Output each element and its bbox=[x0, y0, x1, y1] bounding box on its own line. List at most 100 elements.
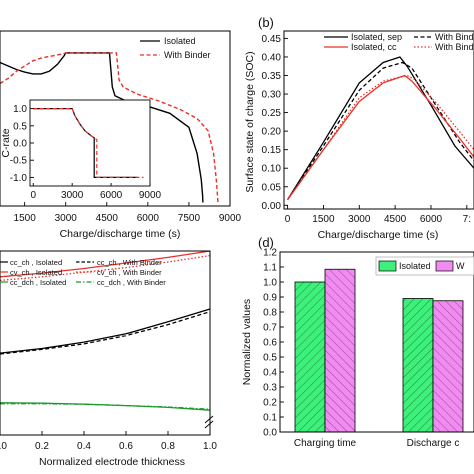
panel-c-xtick-label-0: 0.0 bbox=[0, 441, 7, 452]
panel-a-xtick-label-4: 7500 bbox=[178, 213, 201, 224]
panel-d-ytick-label-3: 0.3 bbox=[263, 383, 277, 394]
bar-1-1 bbox=[432, 300, 464, 433]
panel-b-series-line-2 bbox=[287, 74, 474, 201]
panel-b-frame bbox=[283, 30, 474, 210]
panel-b-ytick-label-3: 0.15 bbox=[262, 145, 282, 156]
panel-a-xtick-label-2: 4500 bbox=[96, 213, 119, 224]
panel-a-xlabel: Charge/discharge time (s) bbox=[60, 228, 181, 240]
panel-b-xtick-label-3: 4500 bbox=[384, 214, 407, 225]
panel-d-ytick-label-7: 0.7 bbox=[263, 323, 277, 334]
panel-a-series-line-0 bbox=[0, 52, 204, 203]
legend-label-with-binder: With Binder bbox=[164, 50, 211, 60]
legend-label-cc-dch-binder: cc_dch , With Binder bbox=[97, 278, 166, 287]
legend-label-with-binder-cc: With Binder bbox=[435, 42, 474, 52]
panel-b-ytick-label-6: 0.30 bbox=[262, 90, 282, 101]
panel-b-ytick-label-7: 0.35 bbox=[262, 71, 282, 82]
panel-b-series-line-3 bbox=[287, 74, 474, 201]
inset-series-line-1 bbox=[33, 107, 144, 178]
panel-a-xtick-label-0: 1500 bbox=[14, 213, 37, 224]
panel-b-xtick-label-0: 0 bbox=[285, 214, 291, 225]
inset-xtick-label-3: 9000 bbox=[139, 190, 162, 201]
panel-d-ytick-label-11: 1.1 bbox=[263, 263, 277, 274]
panel-c: 0.0 0.2 0.4 0.6 0.8 1.0 Normalized electrode … bbox=[0, 250, 217, 468]
legend-label-isolated: Isolated bbox=[164, 36, 196, 46]
panel-c-series-line-0 bbox=[0, 308, 211, 354]
panel-c-series-line-5 bbox=[0, 403, 211, 410]
panel-d-ytick-label-8: 0.8 bbox=[263, 308, 277, 319]
panel-b-xtick-label-2: 3000 bbox=[348, 214, 371, 225]
panel-c-xtick-label-4: 0.8 bbox=[161, 441, 175, 452]
legend-label-cc-ch-isolated: cc_ch , Isolated bbox=[10, 258, 62, 267]
panel-c-series-line-2 bbox=[0, 250, 211, 278]
legend-label-isolated-sep: Isolated, sep bbox=[351, 32, 402, 42]
legend-label-w-bar: W bbox=[456, 261, 465, 271]
panel-d-ytick-label-2: 0.2 bbox=[263, 398, 277, 409]
inset-xtick-label-1: 3000 bbox=[61, 190, 84, 201]
inset-ytick-label-3: 0.5 bbox=[13, 121, 27, 132]
panel-c-series-line-3 bbox=[0, 254, 211, 282]
panel-d-ytick-label-0: 0.0 bbox=[263, 428, 277, 439]
legend-label-isolated-cc: Isolated, cc bbox=[351, 42, 397, 52]
legend-label-cc-dch-isolated: cc_dch , Isolated bbox=[10, 278, 66, 287]
legend-label-cc-ch-binder: cc_ch , With Binder bbox=[97, 258, 162, 267]
panel-b: (b) 0.00 0.05 0.10 0.15 0.20 0.25 0.30 0.35 0.40… bbox=[244, 15, 474, 241]
panel-b-xtick-label-5: 7: bbox=[463, 214, 471, 225]
panel-b-label: (b) bbox=[258, 15, 274, 30]
panel-b-ytick-label-2: 0.10 bbox=[262, 164, 282, 175]
inset-ytick-label-4: 1.0 bbox=[13, 104, 27, 115]
panel-c-legend: cc_ch , Isolated cc_ch , With Binder cv_… bbox=[0, 258, 166, 287]
panel-b-ytick-label-5: 0.25 bbox=[262, 108, 282, 119]
panel-a-xtick-label-1: 3000 bbox=[55, 213, 78, 224]
legend-label-cv-ch-binder: cv_ch , With Binder bbox=[97, 268, 162, 277]
panel-d-ylabel: Normalized values bbox=[241, 299, 253, 385]
panel-d-ytick-label-9: 0.9 bbox=[263, 293, 277, 304]
panel-b-legend: Isolated, sep With Binder Isolated, cc W… bbox=[324, 32, 474, 52]
inset-background bbox=[30, 100, 150, 186]
panel-a: 1500 3000 4500 6000 7500 9000 Charge/discharg… bbox=[0, 30, 242, 240]
panel-b-xlabel: Charge/discharge time (s) bbox=[318, 229, 439, 241]
inset-xtick-label-0: 0 bbox=[30, 190, 36, 201]
inset-ytick-label-2: 0.0 bbox=[13, 139, 27, 150]
panel-b-ytick-label-8: 0.40 bbox=[262, 52, 282, 63]
panel-c-series-line-1 bbox=[0, 311, 211, 355]
legend-swatch-isolated bbox=[378, 260, 397, 272]
panel-b-ytick-label-0: 0.00 bbox=[262, 201, 282, 212]
panel-c-xlabel: Normalized electrode thickness bbox=[39, 456, 185, 468]
panel-d-ytick-label-4: 0.4 bbox=[263, 368, 277, 379]
panel-c-frame bbox=[0, 250, 211, 436]
axis-break-mark bbox=[204, 415, 214, 429]
panel-b-xtick-label-4: 6000 bbox=[420, 214, 443, 225]
panel-b-ylabel: Surface state of charge (SOC) bbox=[244, 51, 256, 192]
panel-d-category-label-1: Discharge c bbox=[407, 438, 460, 449]
bar-1-0 bbox=[402, 298, 434, 433]
bar-0-1 bbox=[324, 268, 356, 433]
legend-label-isolated-bar: Isolated bbox=[399, 261, 431, 271]
panel-a-series-line-1 bbox=[0, 52, 219, 203]
panel-c-xtick-label-5: 1.0 bbox=[203, 441, 217, 452]
panel-d-ytick-label-12: 1.2 bbox=[263, 248, 277, 259]
panel-d-ytick-label-5: 0.5 bbox=[263, 353, 277, 364]
panel-b-ytick-label-9: 0.45 bbox=[262, 34, 282, 45]
panel-d-ytick-label-10: 1.0 bbox=[263, 278, 277, 289]
panel-a-legend: Isolated With Binder bbox=[140, 36, 211, 60]
panel-b-series-line-0 bbox=[287, 56, 474, 201]
legend-label-cv-ch-isolated: cv_ch , Isolated bbox=[10, 268, 62, 277]
panel-d-legend: Isolated W bbox=[375, 256, 474, 276]
bar-0-0 bbox=[294, 281, 326, 433]
panel-c-xtick-label-1: 0.2 bbox=[35, 441, 49, 452]
panel-d-label: (d) bbox=[258, 235, 274, 250]
inset-ylabel: C-rate bbox=[0, 128, 12, 157]
panel-b-series-line-1 bbox=[287, 61, 474, 201]
panel-a-inset: -1.0 -0.5 0.0 0.5 1.0 0 3000 6000 9000 C-rate bbox=[0, 99, 162, 201]
inset-xtick-label-2: 6000 bbox=[100, 190, 123, 201]
legend-label-with-binder-sep: With Binder bbox=[435, 32, 474, 42]
inset-ytick-label-0: -1.0 bbox=[10, 173, 28, 184]
panel-a-xtick-label-5: 9000 bbox=[219, 213, 242, 224]
panel-b-ytick-label-1: 0.05 bbox=[262, 182, 282, 193]
panel-b-xtick-label-1: 1500 bbox=[312, 214, 335, 225]
panel-b-ytick-label-4: 0.20 bbox=[262, 127, 282, 138]
panel-a-xtick-label-3: 6000 bbox=[137, 213, 160, 224]
panel-c-xtick-label-3: 0.6 bbox=[119, 441, 133, 452]
panel-c-xtick-label-2: 0.4 bbox=[77, 441, 91, 452]
